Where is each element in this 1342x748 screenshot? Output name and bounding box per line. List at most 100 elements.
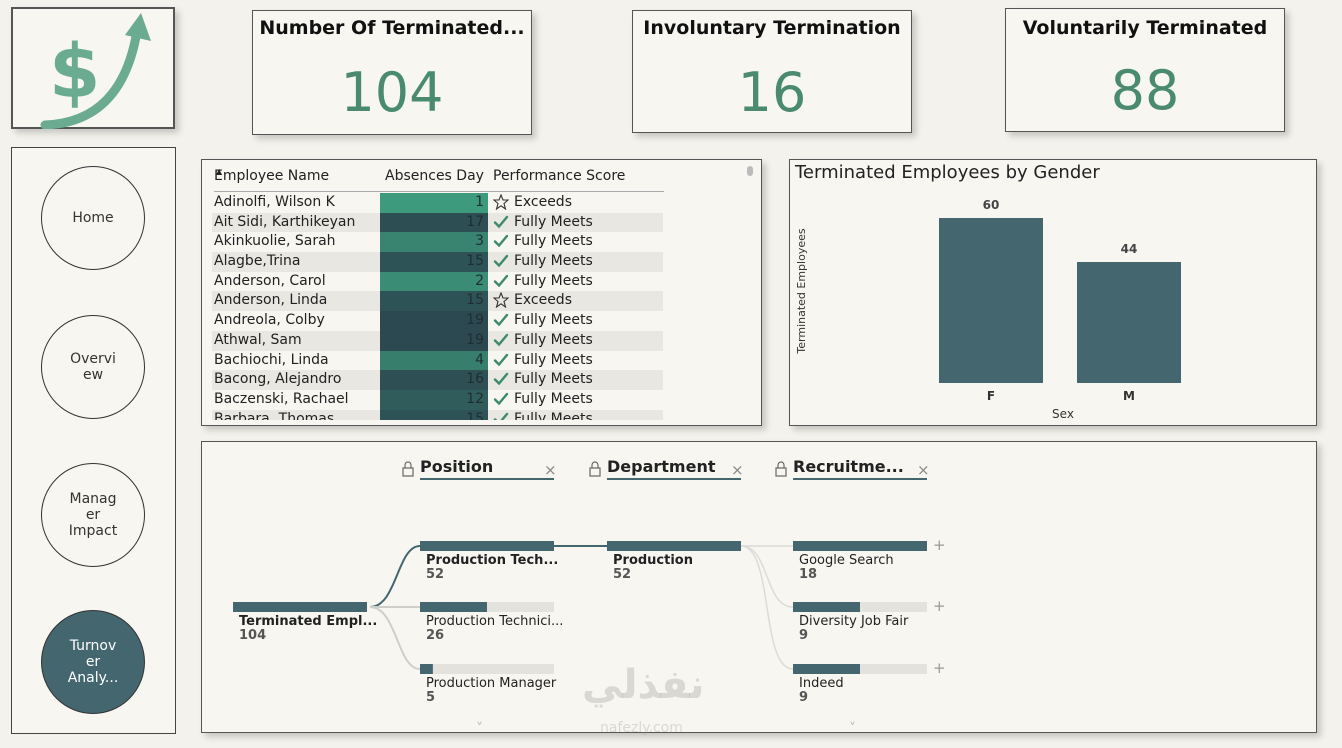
bar-M[interactable] [1077,262,1181,383]
employee-name-cell: Bachiochi, Linda [214,351,329,368]
performance-score: Fully Meets [514,410,593,420]
chevron-down-icon[interactable]: ˅ [849,721,856,734]
performance-score: Fully Meets [514,390,593,407]
employee-name-cell: Anderson, Carol [214,272,326,289]
expand-plus-icon[interactable]: + [933,536,946,554]
absences-value: 19 [466,312,484,329]
close-icon[interactable]: × [731,461,744,479]
root-node-value: 104 [239,628,266,643]
close-icon[interactable]: × [544,461,557,479]
kpi-card-terminated: Number Of Terminated... 104 [252,10,532,135]
bar-F[interactable] [939,218,1043,383]
absences-cell: 15 [380,291,488,312]
absences-value: 15 [466,410,484,420]
chevron-down-icon[interactable]: ˅ [476,721,483,734]
department-node-bar[interactable] [607,541,741,551]
decomposition-tree: Position × Department × Recruitme... × Termina… [201,441,1317,736]
kpi-value: 104 [340,61,444,124]
absences-value: 2 [475,272,484,289]
absences-value: 17 [466,213,484,230]
bar-track [420,664,554,674]
lock-icon [589,461,601,477]
absences-value: 19 [466,331,484,348]
nav-panel: Home Overview Manager Impact Turnover An… [11,147,176,734]
check-icon [493,371,509,387]
check-icon [493,273,509,289]
watermark: نفذلي [582,662,705,708]
check-icon [493,411,509,420]
table-body[interactable]: Adinolfi, Wilson K 1 Exceeds Ait Sidi, Kart… [212,193,663,420]
table-row[interactable]: Andreola, Colby 19 Fully Meets [212,311,663,331]
absences-cell: 15 [380,252,488,272]
recruitment-node-bar[interactable] [793,541,927,551]
sort-ascending-icon: ▲ [216,167,223,176]
recruitment-node-value: 9 [799,628,808,643]
scrollbar[interactable] [747,166,753,176]
recruitment-node-value: 18 [799,567,817,582]
position-node-bar[interactable] [420,664,433,674]
absences-value: 15 [466,292,484,309]
position-node-bar[interactable] [420,541,554,551]
position-node-value: 52 [426,567,444,582]
table-row[interactable]: Adinolfi, Wilson K 1 Exceeds [212,193,663,213]
root-node-bar[interactable] [233,602,367,612]
table-row[interactable]: Anderson, Carol 2 Fully Meets [212,271,663,292]
performance-cell: Fully Meets [493,312,593,328]
nav-button-home[interactable]: Home [41,166,145,270]
employee-name-cell: Athwal, Sam [214,331,302,348]
close-icon[interactable]: × [917,461,930,479]
root-node-label: Terminated Empl... [239,614,377,629]
performance-score: Fully Meets [514,213,593,230]
level-title: Department [607,457,716,476]
table-row[interactable]: Akinkuolie, Sarah 3 Fully Meets [212,232,663,253]
recruitment-node-bar[interactable] [793,602,860,612]
watermark-url: nafezly.com [600,720,683,736]
employee-name-cell: Akinkuolie, Sarah [214,233,336,250]
check-icon [493,352,509,368]
kpi-title: Involuntary Termination [643,17,901,39]
tree-link [369,545,421,608]
bar-chart-plot: 60 F 44 M Sex Terminated Employees [795,198,1181,421]
chart-title: Terminated Employees by Gender [795,162,1100,183]
table-row[interactable]: Anderson, Linda 15 Exceeds [212,291,663,312]
check-icon [493,233,509,249]
column-header-employee-name[interactable]: Employee Name [214,168,330,184]
absences-cell: 19 [380,311,488,331]
performance-score: Exceeds [514,292,572,309]
employee-table: Employee Name Absences Day Performance S… [201,159,762,426]
check-icon [493,332,509,348]
position-node-bar[interactable] [420,602,487,612]
absences-cell: 16 [380,370,488,390]
star-outline-icon [493,292,509,309]
level-title: Recruitme... [793,457,904,476]
table-row[interactable]: Bacong, Alejandro 16 Fully Meets [212,370,663,390]
absences-cell: 15 [380,409,488,420]
gender-bar-chart: Terminated Employees by Gender 60 F 44 M Sex… [789,159,1317,426]
table-row[interactable]: Athwal, Sam 19 Fully Meets [212,330,663,351]
nav-button-turnover-analysis[interactable]: Turnover Analy... [41,610,145,714]
expand-plus-icon[interactable]: + [933,659,946,677]
column-header-absences[interactable]: Absences Day [385,168,484,184]
performance-cell: Fully Meets [493,411,593,420]
column-header-performance[interactable]: Performance Score [493,168,626,184]
position-node-label: Production Technici... [426,614,563,629]
nav-button-overview[interactable]: Overview [41,315,145,419]
absences-cell: 3 [380,232,488,253]
check-icon [493,312,509,328]
table-row[interactable]: Alagbe,Trina 15 Fully Meets [212,252,663,272]
performance-score: Fully Meets [514,331,593,348]
performance-score: Fully Meets [514,312,593,329]
x-axis-label: Sex [1052,407,1074,421]
table-row[interactable]: Ait Sidi, Karthikeyan 17 Fully Meets [212,212,663,233]
absences-value: 3 [475,233,484,250]
bar-data-label: 44 [1121,242,1138,256]
table-row[interactable]: Baczenski, Rachael 12 Fully Meets [212,389,663,410]
table-row[interactable]: Barbara, Thomas 15 Fully Meets [212,409,663,420]
department-node-value: 52 [613,567,631,582]
x-tick-label: F [987,389,995,403]
nav-button-manager-impact[interactable]: Manager Impact [41,463,145,567]
recruitment-node-bar[interactable] [793,664,860,674]
performance-cell: Fully Meets [493,371,593,387]
table-row[interactable]: Bachiochi, Linda 4 Fully Meets [212,350,663,371]
expand-plus-icon[interactable]: + [933,597,946,615]
